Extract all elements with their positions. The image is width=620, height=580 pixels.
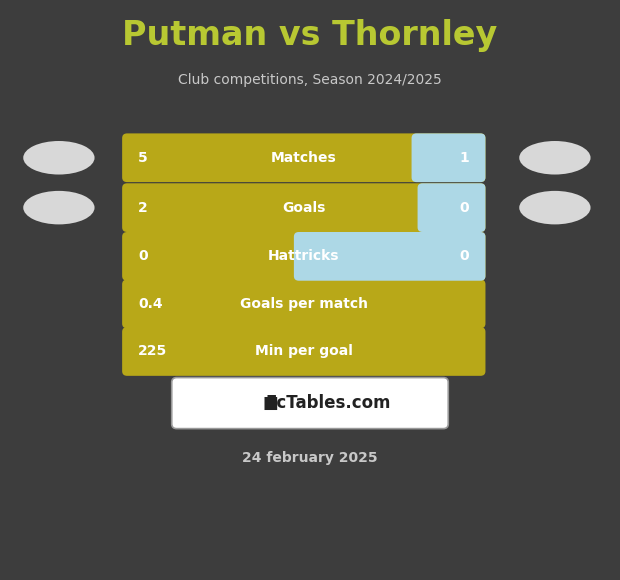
FancyBboxPatch shape [422,139,429,176]
Ellipse shape [520,191,590,224]
Text: Putman vs Thornley: Putman vs Thornley [122,20,498,52]
Text: 0: 0 [138,249,148,263]
FancyBboxPatch shape [294,232,485,281]
Ellipse shape [520,141,590,175]
FancyBboxPatch shape [428,189,435,226]
Ellipse shape [24,191,94,224]
Text: 0: 0 [459,201,469,215]
Text: Goals: Goals [282,201,326,215]
Text: ■: ■ [262,394,278,412]
Text: 225: 225 [138,345,167,358]
Text: Matches: Matches [271,151,337,165]
FancyBboxPatch shape [122,183,485,232]
FancyBboxPatch shape [122,327,485,376]
Text: 5: 5 [138,151,148,165]
Text: Hattricks: Hattricks [268,249,340,263]
FancyBboxPatch shape [122,280,485,328]
FancyBboxPatch shape [122,232,485,281]
Text: 1: 1 [459,151,469,165]
FancyBboxPatch shape [172,378,448,429]
Text: Min per goal: Min per goal [255,345,353,358]
FancyBboxPatch shape [122,133,485,182]
Text: 2: 2 [138,201,148,215]
Text: 24 february 2025: 24 february 2025 [242,451,378,465]
FancyBboxPatch shape [418,183,485,232]
Ellipse shape [24,141,94,175]
FancyBboxPatch shape [412,133,485,182]
Text: 0: 0 [459,249,469,263]
Text: FcTables.com: FcTables.com [266,394,391,412]
FancyBboxPatch shape [304,238,311,275]
Text: 0.4: 0.4 [138,297,163,311]
Text: Goals per match: Goals per match [240,297,368,311]
Text: Club competitions, Season 2024/2025: Club competitions, Season 2024/2025 [178,73,442,87]
